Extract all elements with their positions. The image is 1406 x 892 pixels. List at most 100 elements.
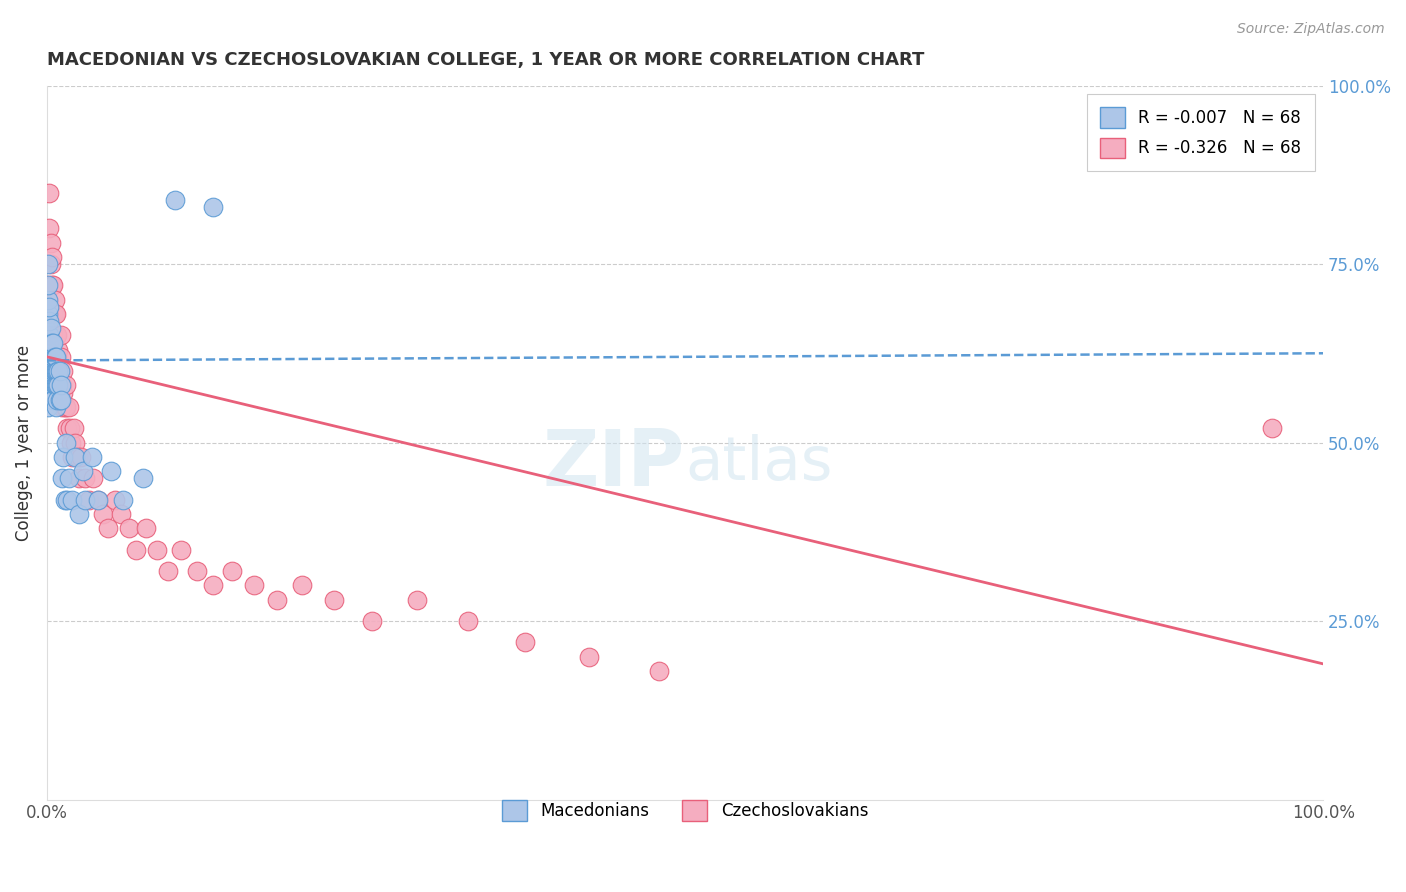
Point	[44, 378, 66, 392]
Point	[37, 343, 59, 357]
Point	[53, 400, 76, 414]
Point	[45, 400, 67, 414]
Point	[55, 400, 77, 414]
Point	[39, 378, 62, 392]
Point	[70, 450, 93, 464]
Point	[201, 578, 224, 592]
Point	[242, 578, 264, 592]
Point	[44, 364, 66, 378]
Point	[62, 492, 84, 507]
Point	[38, 300, 60, 314]
Point	[67, 471, 90, 485]
Point	[49, 350, 72, 364]
Point	[648, 664, 671, 678]
Point	[42, 335, 65, 350]
Point	[37, 350, 59, 364]
Point	[38, 186, 60, 200]
Point	[37, 257, 59, 271]
Point	[41, 350, 63, 364]
Point	[266, 592, 288, 607]
Point	[53, 492, 76, 507]
Point	[38, 328, 60, 343]
Point	[39, 257, 62, 271]
Point	[37, 293, 59, 307]
Point	[55, 435, 77, 450]
Point	[578, 649, 600, 664]
Text: MACEDONIAN VS CZECHOSLOVAKIAN COLLEGE, 1 YEAR OR MORE CORRELATION CHART: MACEDONIAN VS CZECHOSLOVAKIAN COLLEGE, 1…	[46, 51, 924, 69]
Point	[63, 450, 86, 464]
Point	[75, 471, 97, 485]
Point	[41, 378, 63, 392]
Point	[46, 364, 69, 378]
Point	[63, 435, 86, 450]
Point	[39, 235, 62, 250]
Point	[67, 507, 90, 521]
Point	[48, 378, 70, 392]
Point	[42, 278, 65, 293]
Point	[45, 307, 67, 321]
Point	[39, 335, 62, 350]
Legend: Macedonians, Czechoslovakians: Macedonians, Czechoslovakians	[488, 787, 882, 834]
Point	[37, 364, 59, 378]
Point	[49, 378, 72, 392]
Point	[51, 471, 73, 485]
Point	[42, 350, 65, 364]
Point	[62, 421, 84, 435]
Point	[87, 492, 110, 507]
Point	[44, 307, 66, 321]
Point	[41, 371, 63, 385]
Point	[44, 350, 66, 364]
Point	[323, 592, 346, 607]
Point	[112, 492, 135, 507]
Y-axis label: College, 1 year or more: College, 1 year or more	[15, 344, 32, 541]
Point	[38, 378, 60, 392]
Point	[80, 450, 103, 464]
Text: ZIP: ZIP	[543, 426, 685, 502]
Point	[117, 521, 139, 535]
Point	[100, 464, 122, 478]
Point	[39, 364, 62, 378]
Point	[62, 450, 84, 464]
Point	[37, 357, 59, 371]
Point	[41, 250, 63, 264]
Point	[163, 193, 186, 207]
Point	[515, 635, 537, 649]
Point	[39, 385, 62, 400]
Text: atlas: atlas	[685, 434, 832, 493]
Point	[37, 328, 59, 343]
Point	[38, 314, 60, 328]
Point	[291, 578, 314, 592]
Point	[52, 364, 75, 378]
Point	[221, 564, 243, 578]
Point	[457, 614, 479, 628]
Point	[48, 364, 70, 378]
Point	[42, 392, 65, 407]
Point	[77, 492, 100, 507]
Point	[48, 392, 70, 407]
Point	[157, 564, 180, 578]
Point	[49, 328, 72, 343]
Point	[75, 492, 97, 507]
Point	[37, 278, 59, 293]
Point	[51, 400, 73, 414]
Point	[82, 471, 104, 485]
Point	[45, 328, 67, 343]
Point	[38, 364, 60, 378]
Point	[51, 378, 73, 392]
Point	[52, 385, 75, 400]
Point	[49, 392, 72, 407]
Point	[1261, 421, 1284, 435]
Point	[45, 378, 67, 392]
Point	[48, 364, 70, 378]
Point	[58, 471, 80, 485]
Point	[103, 492, 125, 507]
Point	[59, 421, 82, 435]
Point	[66, 450, 89, 464]
Point	[406, 592, 429, 607]
Point	[56, 492, 79, 507]
Point	[170, 542, 193, 557]
Point	[37, 307, 59, 321]
Point	[46, 328, 69, 343]
Point	[42, 328, 65, 343]
Point	[186, 564, 208, 578]
